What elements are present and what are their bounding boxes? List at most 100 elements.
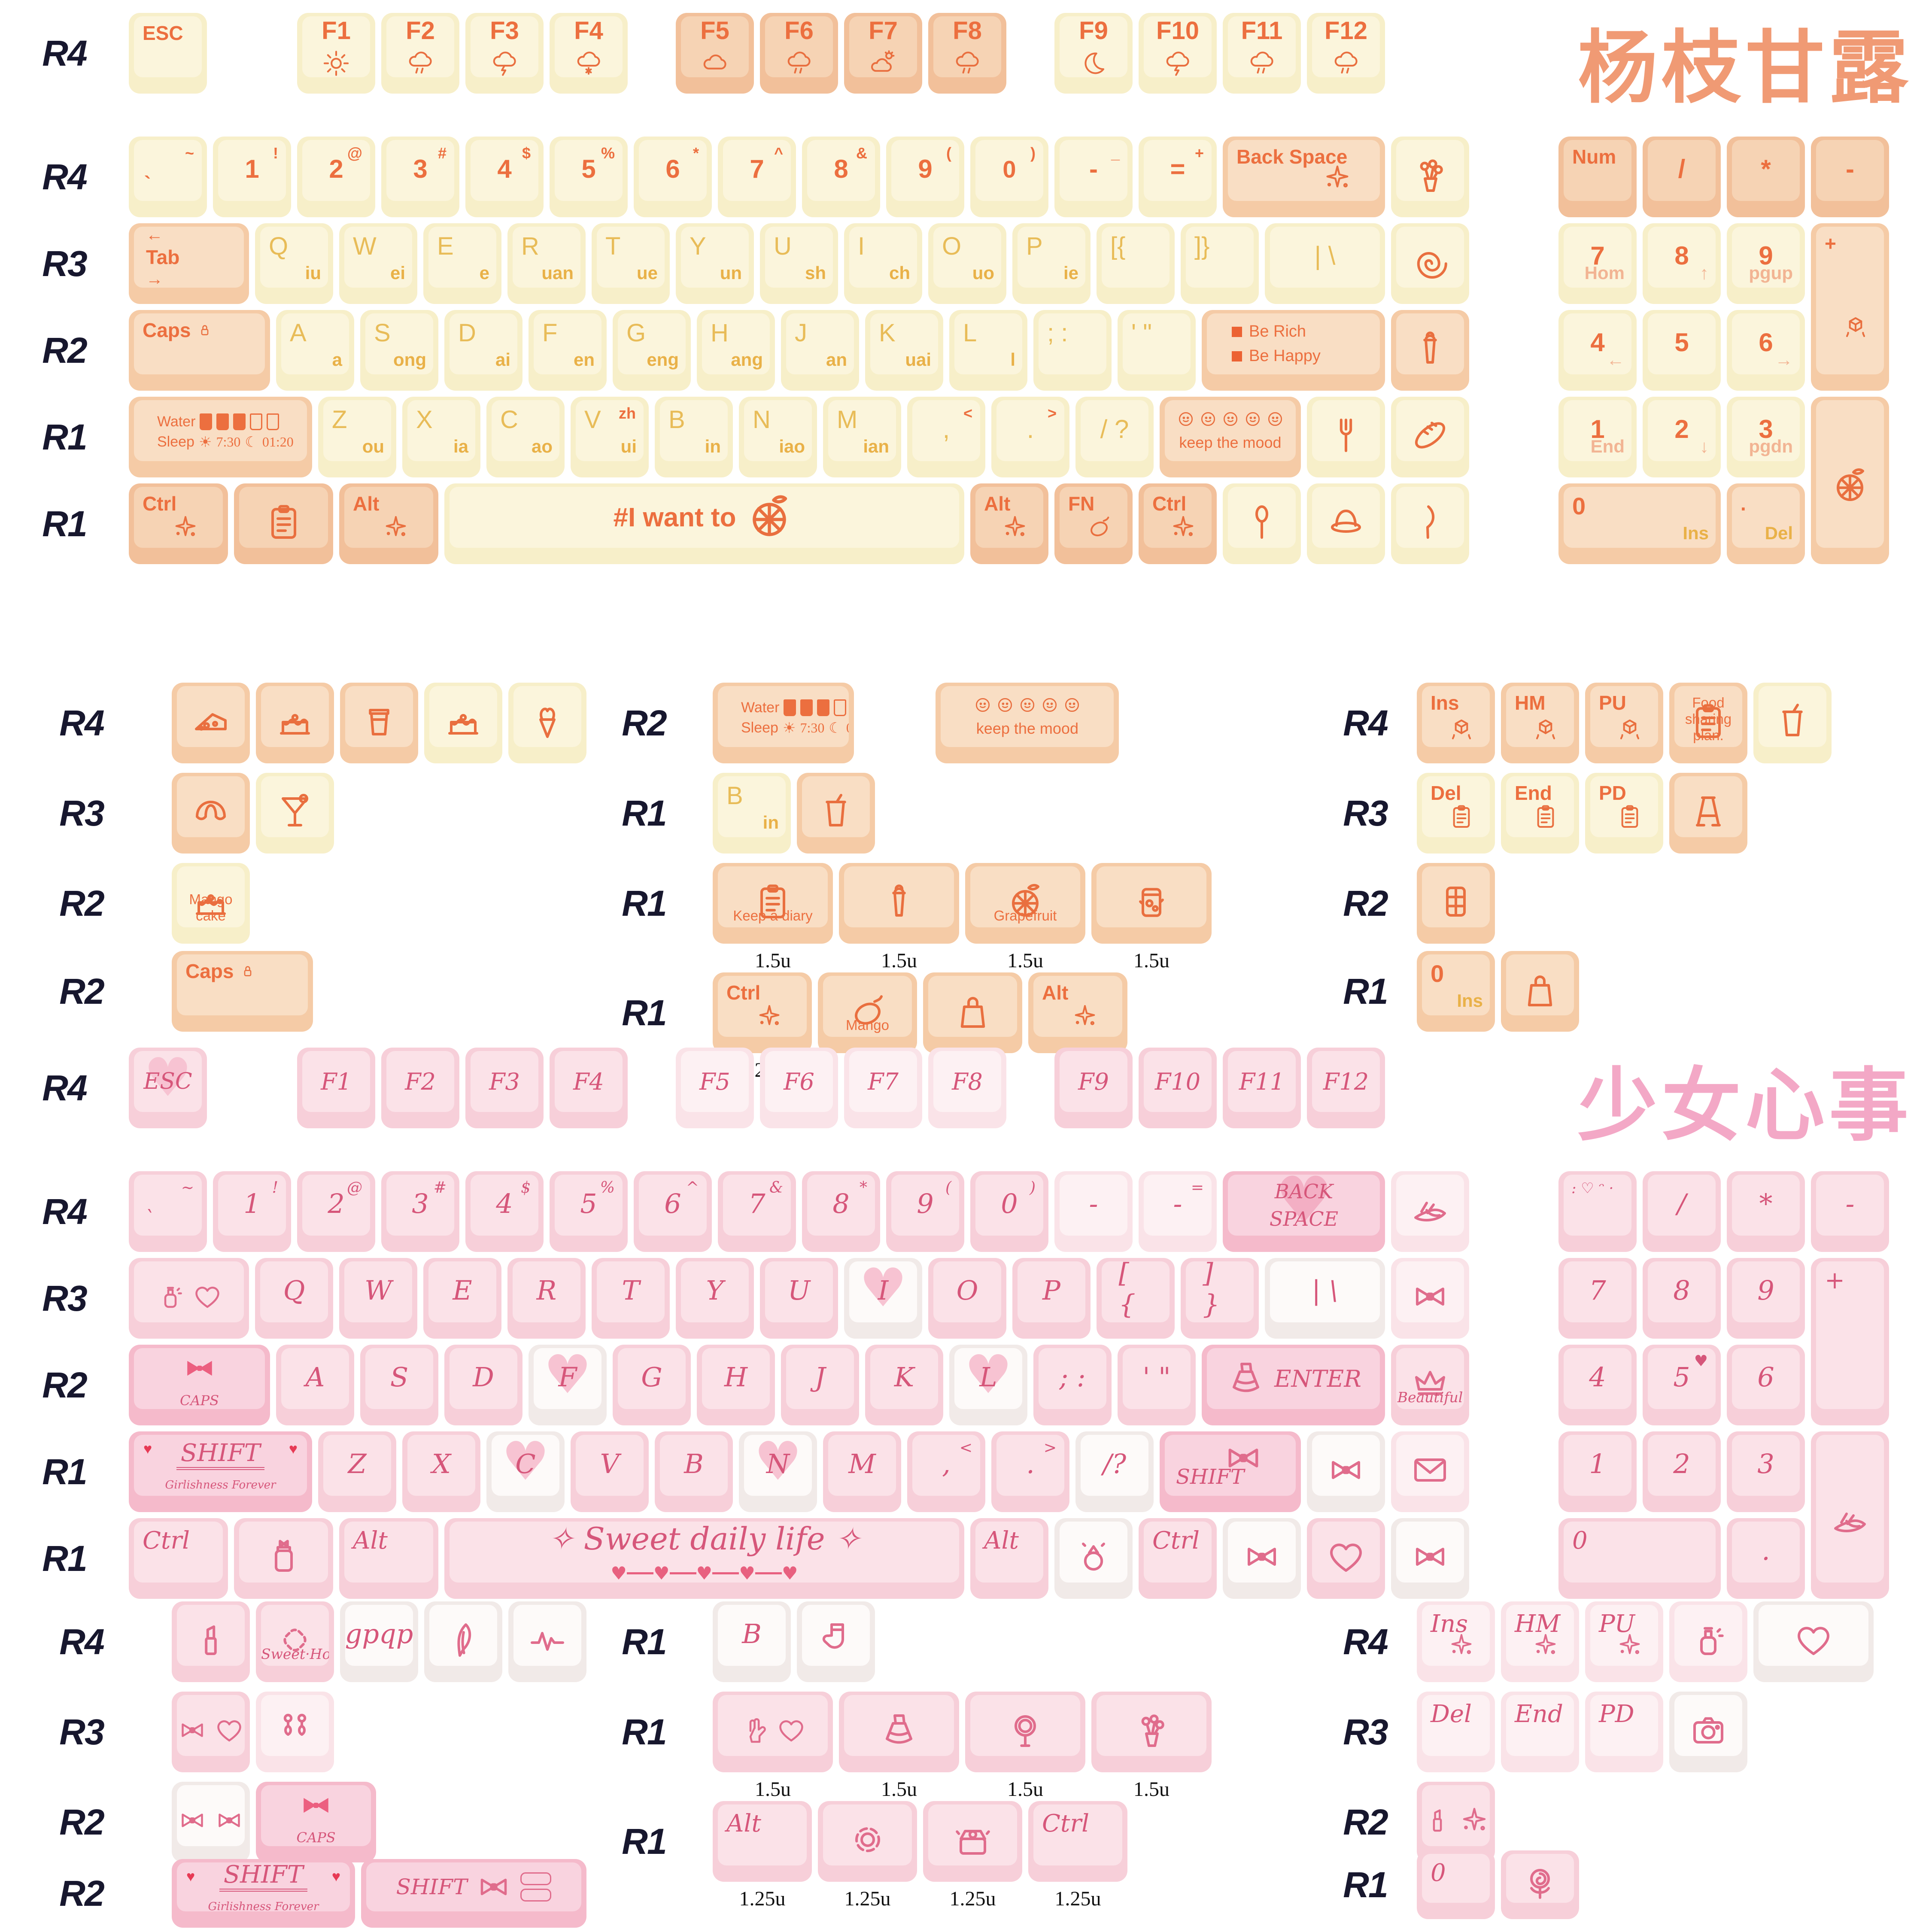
- size-caption: 1.5u: [755, 1778, 791, 1801]
- key-label: ; :: [1047, 319, 1068, 347]
- key-d: D: [444, 1345, 522, 1425]
- key-ctrl: Ctrl: [129, 1518, 228, 1599]
- sun-icon: ☀: [782, 720, 796, 736]
- pointe-shoes-key: [1391, 1171, 1469, 1252]
- key-label: Del: [1431, 1700, 1472, 1728]
- key-label: /: [1678, 155, 1686, 184]
- key-label: | \: [1312, 1274, 1338, 1306]
- shift-legend: ♥: [1694, 1352, 1708, 1370]
- key-label: 8: [834, 155, 848, 184]
- key-sublabel: e: [479, 263, 489, 283]
- shift-legend: !: [273, 144, 278, 162]
- key-5: ♥ 5: [1643, 1345, 1721, 1425]
- key-9: 9 pgup: [1727, 223, 1805, 304]
- key-label: FN: [1068, 492, 1095, 515]
- mango-theme-title: 杨枝甘露: [1578, 21, 1913, 114]
- key-0: ) 0: [970, 1171, 1048, 1252]
- key-label: *: [1759, 1188, 1773, 1219]
- key-label: [{: [1110, 232, 1126, 260]
- row-label: R4: [42, 1191, 87, 1232]
- key-3: #3: [381, 137, 459, 217]
- key-label: 4: [497, 155, 512, 184]
- key-label: -: [1845, 1188, 1855, 1219]
- key-sublabel: ao: [531, 436, 553, 456]
- shift-key: ♥ ♥ SHIFT Girlishness Forever: [172, 1859, 355, 1928]
- numpad-0-key: 0: [1558, 1518, 1721, 1599]
- key-symbol: + =: [1139, 137, 1217, 217]
- key-symbol: >.: [991, 397, 1069, 477]
- key-label: 4: [1589, 1361, 1606, 1393]
- key-label: =: [1170, 155, 1185, 184]
- key-a: A: [276, 1345, 354, 1425]
- key-label: Z: [348, 1448, 367, 1479]
- key-label: B: [742, 1618, 762, 1649]
- baguette-key: [1391, 397, 1469, 477]
- key-label: Caps: [143, 319, 214, 342]
- key-label: E: [453, 1274, 472, 1306]
- key-j: J: [781, 1345, 859, 1425]
- function-key: F12: [1307, 13, 1385, 94]
- shift-water-key: Water Sleep☀7:30☾01:20: [129, 397, 312, 477]
- key-symbol: >.: [991, 1431, 1069, 1512]
- cosmetics-key: [1417, 1782, 1495, 1862]
- shift-key: SHIFT: [1160, 1431, 1301, 1512]
- key-fn: FN: [1054, 483, 1133, 564]
- key-sublabel: Hom: [1584, 263, 1625, 283]
- key-o: O: [928, 1258, 1006, 1339]
- key-z: Z: [318, 1431, 396, 1512]
- key-label: K: [879, 319, 896, 347]
- key-symbol: ; :: [1033, 310, 1112, 391]
- function-key: F2: [381, 13, 459, 94]
- key-label: W: [353, 232, 377, 260]
- key-sublabel: ↓: [1700, 436, 1709, 456]
- key-k: K: [865, 1345, 943, 1425]
- row-label: R3: [1343, 793, 1388, 833]
- key-label: ESC: [143, 22, 183, 44]
- row-label: R3: [1343, 1712, 1388, 1752]
- key-symbol: ' ": [1118, 1345, 1196, 1425]
- key-ctrl: Ctrl: [129, 483, 228, 564]
- key-label: 3: [412, 1188, 429, 1219]
- key-label: F1: [322, 17, 351, 45]
- key-sublabel: an: [826, 349, 847, 370]
- key-label: SHIFT: [176, 1439, 265, 1470]
- key-label: 8: [832, 1188, 850, 1219]
- key-label: Alt: [726, 1810, 761, 1838]
- row-label: R2: [59, 1873, 104, 1914]
- key-sublabel: ch: [889, 263, 910, 283]
- key-sublabel: sh: [805, 263, 826, 283]
- key-label: 1: [245, 155, 259, 184]
- key-label: V: [584, 406, 601, 434]
- key-label: F4: [574, 17, 603, 45]
- key-label: 0: [1431, 960, 1444, 987]
- key-label: Alt: [1042, 981, 1069, 1004]
- key-label: P: [1026, 232, 1043, 260]
- key-f: F: [529, 1345, 607, 1425]
- shift-legend: *: [860, 1179, 867, 1197]
- key-1: 1: [1558, 1431, 1637, 1512]
- key-symbol: <,: [907, 397, 985, 477]
- key-label: Del: [1431, 782, 1461, 804]
- lace-sock-key: [797, 1601, 875, 1682]
- row-label: R4: [59, 703, 104, 743]
- key-label: O: [956, 1274, 978, 1306]
- key-label: A: [305, 1361, 325, 1393]
- key-label: 2: [329, 155, 343, 184]
- enter-key: ENTER: [1202, 1345, 1385, 1425]
- diamond-ring-key: [1054, 1518, 1133, 1599]
- shift-legend: $: [521, 1179, 531, 1197]
- key-label: F9: [1078, 1068, 1109, 1095]
- key-6: ^ 6: [634, 1171, 712, 1252]
- key-label: Tab: [146, 246, 180, 268]
- happy-hour-bag-key: [1501, 951, 1579, 1032]
- open-sign-key: [1669, 773, 1747, 854]
